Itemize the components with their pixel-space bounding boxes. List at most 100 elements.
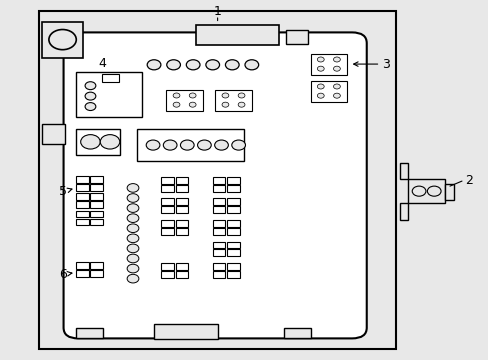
Text: 5: 5: [59, 185, 66, 198]
Bar: [195, 25, 278, 45]
Bar: [212, 177, 225, 184]
Bar: [161, 206, 174, 213]
Bar: [166, 90, 203, 111]
Bar: [76, 72, 142, 117]
Bar: [76, 328, 102, 338]
Circle shape: [333, 84, 340, 89]
Bar: [90, 211, 102, 217]
Circle shape: [146, 140, 160, 150]
Circle shape: [127, 264, 139, 273]
Circle shape: [205, 60, 219, 70]
Bar: [102, 74, 119, 82]
Circle shape: [85, 92, 96, 100]
Circle shape: [100, 135, 120, 149]
Circle shape: [411, 186, 425, 196]
Circle shape: [173, 102, 180, 107]
Bar: [215, 90, 251, 111]
Circle shape: [197, 140, 211, 150]
Bar: [161, 263, 174, 270]
Circle shape: [49, 30, 76, 50]
Bar: [212, 228, 225, 235]
Bar: [76, 262, 88, 269]
Bar: [90, 201, 102, 208]
Circle shape: [214, 140, 228, 150]
Bar: [76, 193, 88, 200]
FancyBboxPatch shape: [63, 32, 366, 338]
Bar: [212, 263, 225, 270]
Circle shape: [317, 84, 324, 89]
Circle shape: [317, 66, 324, 71]
Bar: [161, 198, 174, 205]
Circle shape: [127, 194, 139, 202]
Bar: [226, 220, 239, 227]
Bar: [212, 185, 225, 192]
Circle shape: [180, 140, 194, 150]
Bar: [285, 30, 307, 44]
Bar: [161, 228, 174, 235]
Circle shape: [189, 102, 196, 107]
Bar: [161, 185, 174, 192]
Bar: [90, 262, 102, 269]
Bar: [226, 198, 239, 205]
Bar: [76, 176, 88, 183]
Circle shape: [127, 224, 139, 233]
Bar: [161, 271, 174, 278]
Bar: [90, 184, 102, 191]
Bar: [137, 129, 244, 161]
Circle shape: [222, 102, 228, 107]
Bar: [175, 263, 188, 270]
Circle shape: [317, 57, 324, 62]
Circle shape: [163, 140, 177, 150]
Circle shape: [127, 214, 139, 222]
Circle shape: [127, 184, 139, 192]
Bar: [175, 271, 188, 278]
Bar: [39, 11, 395, 349]
Circle shape: [333, 57, 340, 62]
Bar: [212, 206, 225, 213]
Circle shape: [189, 93, 196, 98]
Circle shape: [225, 60, 239, 70]
Circle shape: [85, 82, 96, 90]
Bar: [226, 249, 239, 256]
Text: 3: 3: [382, 58, 389, 71]
Bar: [226, 206, 239, 213]
Circle shape: [127, 204, 139, 212]
Bar: [283, 328, 310, 338]
Bar: [76, 129, 120, 155]
Bar: [175, 228, 188, 235]
Bar: [399, 163, 407, 179]
Bar: [76, 219, 88, 225]
Circle shape: [127, 234, 139, 243]
Bar: [76, 184, 88, 191]
Text: 6: 6: [59, 268, 66, 281]
Bar: [212, 220, 225, 227]
Bar: [310, 54, 346, 75]
Circle shape: [333, 66, 340, 71]
Circle shape: [127, 274, 139, 283]
Circle shape: [166, 60, 180, 70]
Circle shape: [127, 244, 139, 253]
Bar: [175, 220, 188, 227]
Bar: [212, 198, 225, 205]
Text: 2: 2: [465, 174, 472, 186]
Circle shape: [222, 93, 228, 98]
Circle shape: [238, 93, 244, 98]
Circle shape: [231, 140, 245, 150]
Bar: [407, 179, 444, 203]
Bar: [154, 324, 217, 339]
Bar: [76, 270, 88, 277]
Circle shape: [244, 60, 258, 70]
Circle shape: [238, 102, 244, 107]
Bar: [41, 22, 83, 58]
Bar: [310, 81, 346, 102]
Bar: [226, 185, 239, 192]
Bar: [90, 270, 102, 277]
Bar: [226, 242, 239, 248]
Bar: [175, 177, 188, 184]
Bar: [212, 249, 225, 256]
Bar: [41, 124, 65, 144]
Bar: [175, 206, 188, 213]
Bar: [226, 228, 239, 235]
Bar: [212, 271, 225, 278]
Bar: [444, 184, 453, 200]
